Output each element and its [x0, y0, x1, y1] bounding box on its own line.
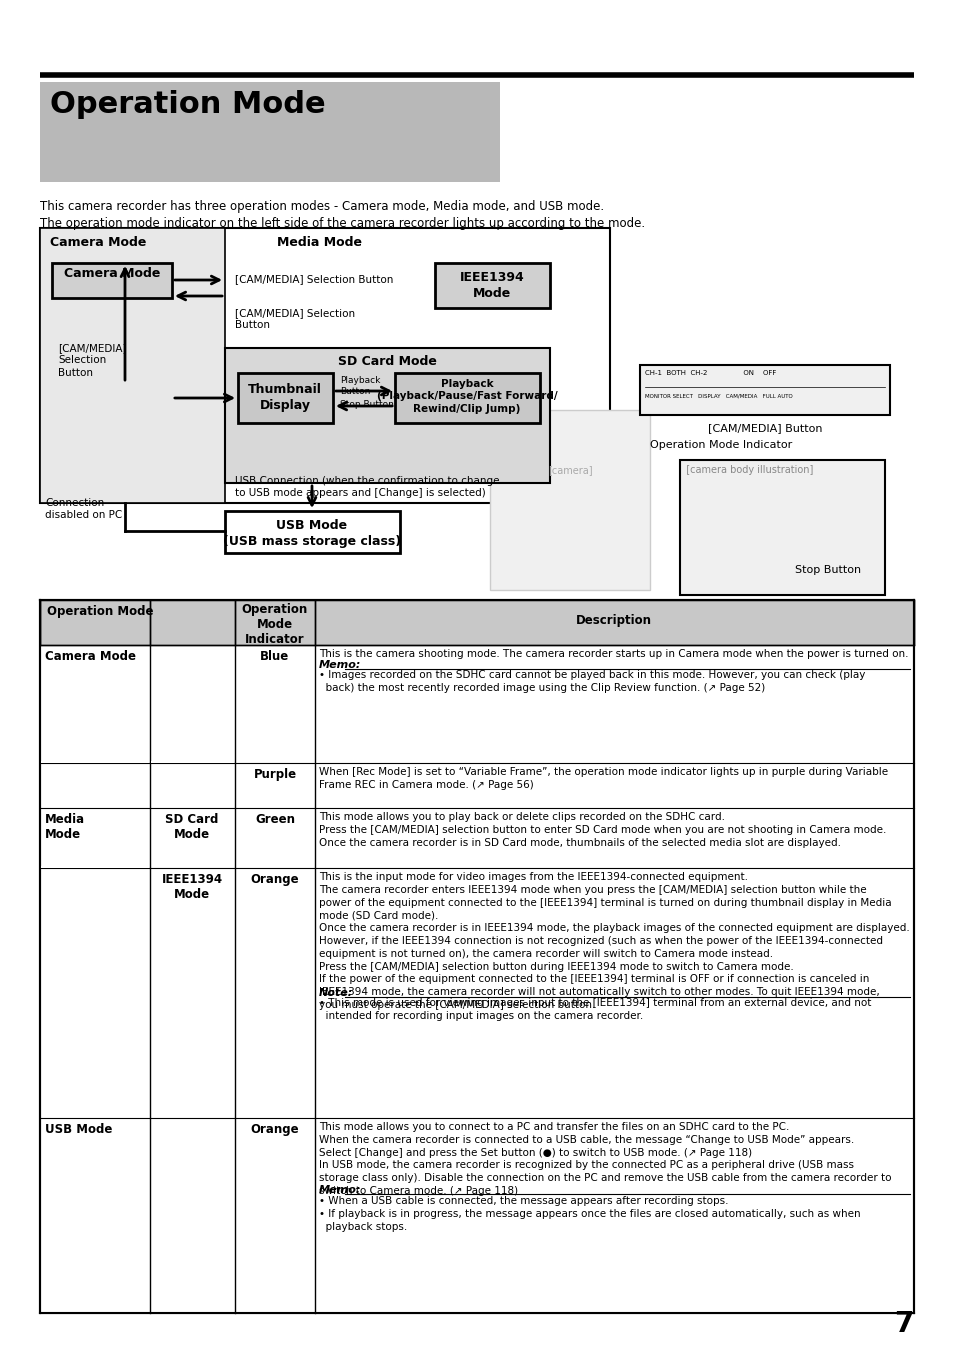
- Text: [CAM/MEDIA]
Selection
Button: [CAM/MEDIA] Selection Button: [58, 343, 127, 378]
- Bar: [395, 373, 539, 423]
- Bar: [225, 348, 550, 483]
- Text: USB Connection (when the confirmation to change
to USB mode appears and [Change]: USB Connection (when the confirmation to…: [234, 477, 499, 498]
- Text: Playback
Button: Playback Button: [339, 377, 380, 396]
- Text: This mode allows you to connect to a PC and transfer the files on an SDHC card t: This mode allows you to connect to a PC …: [318, 1122, 890, 1196]
- Text: Memo:: Memo:: [318, 1185, 361, 1195]
- Bar: [639, 364, 889, 414]
- Text: [CAM/MEDIA] Selection
Button: [CAM/MEDIA] Selection Button: [234, 308, 355, 331]
- Text: SD Card
Mode: SD Card Mode: [165, 813, 218, 841]
- Text: USB Mode
(USB mass storage class): USB Mode (USB mass storage class): [223, 518, 400, 548]
- Text: This mode allows you to play back or delete clips recorded on the SDHC card.
Pre: This mode allows you to play back or del…: [318, 811, 885, 848]
- Text: Camera Mode: Camera Mode: [50, 236, 146, 248]
- Text: Orange: Orange: [251, 873, 299, 886]
- Text: Operation
Mode
Indicator: Operation Mode Indicator: [242, 603, 308, 647]
- Text: Operation Mode Indicator: Operation Mode Indicator: [649, 440, 791, 450]
- Text: • This mode is used for viewing images input to the [IEEE1394] terminal from an : • This mode is used for viewing images i…: [318, 999, 870, 1022]
- Text: Note:: Note:: [318, 987, 353, 998]
- Text: Operation Mode: Operation Mode: [47, 605, 153, 618]
- Text: • Images recorded on the SDHC card cannot be played back in this mode. However, : • Images recorded on the SDHC card canno…: [318, 671, 864, 694]
- Text: CH-1  BOTH  CH-2                ON    OFF: CH-1 BOTH CH-2 ON OFF: [644, 370, 776, 377]
- Text: Description: Description: [576, 614, 651, 626]
- Text: Orange: Orange: [251, 1123, 299, 1135]
- Text: Connection
disabled on PC: Connection disabled on PC: [45, 498, 122, 520]
- Text: Green: Green: [254, 813, 294, 826]
- Text: When [Rec Mode] is set to “Variable Frame”, the operation mode indicator lights : When [Rec Mode] is set to “Variable Fram…: [318, 767, 887, 790]
- Bar: [225, 512, 399, 553]
- Bar: [151, 761, 233, 763]
- Bar: [40, 228, 225, 504]
- Text: This camera recorder has three operation modes - Camera mode, Media mode, and US: This camera recorder has three operation…: [40, 200, 644, 230]
- Text: USB Mode: USB Mode: [45, 1123, 112, 1135]
- Text: This is the camera shooting mode. The camera recorder starts up in Camera mode w: This is the camera shooting mode. The ca…: [318, 649, 907, 659]
- Bar: [40, 228, 609, 504]
- Text: Purple: Purple: [253, 768, 296, 782]
- Bar: [435, 263, 550, 308]
- Text: Stop Button: Stop Button: [794, 566, 861, 575]
- Text: Blue: Blue: [260, 649, 290, 663]
- Text: Playback Button: Playback Button: [619, 616, 710, 625]
- Text: Camera Mode: Camera Mode: [45, 649, 136, 663]
- Bar: [40, 599, 913, 645]
- Text: MONITOR SELECT   DISPLAY   CAM/MEDIA   FULL AUTO: MONITOR SELECT DISPLAY CAM/MEDIA FULL AU…: [644, 393, 792, 398]
- Text: 7: 7: [894, 1310, 913, 1338]
- Text: IEEE1394
Mode: IEEE1394 Mode: [161, 873, 222, 900]
- Text: [camera]: [camera]: [547, 464, 592, 475]
- Text: [CAM/MEDIA] Button: [CAM/MEDIA] Button: [707, 423, 821, 433]
- Text: Media
Mode: Media Mode: [45, 813, 85, 841]
- Text: • When a USB cable is connected, the message appears after recording stops.
• If: • When a USB cable is connected, the mes…: [318, 1196, 860, 1231]
- Bar: [41, 761, 149, 763]
- Bar: [41, 865, 149, 868]
- Text: [camera body illustration]: [camera body illustration]: [679, 464, 813, 475]
- Bar: [490, 410, 649, 590]
- Text: Media Mode: Media Mode: [277, 236, 362, 248]
- Text: [CAM/MEDIA] Selection Button: [CAM/MEDIA] Selection Button: [234, 274, 393, 284]
- Bar: [679, 460, 884, 595]
- Text: Stop Button: Stop Button: [339, 400, 394, 409]
- Text: Operation Mode: Operation Mode: [50, 90, 325, 119]
- Text: Memo:: Memo:: [318, 660, 361, 670]
- Text: Camera Mode: Camera Mode: [64, 267, 160, 279]
- Bar: [237, 373, 333, 423]
- Text: IEEE1394
Mode: IEEE1394 Mode: [459, 271, 524, 300]
- Text: Playback
(Playback/Pause/Fast Forward/
Rewind/Clip Jump): Playback (Playback/Pause/Fast Forward/ R…: [376, 379, 557, 414]
- Bar: [40, 82, 499, 182]
- Text: SD Card Mode: SD Card Mode: [337, 355, 436, 369]
- Text: This is the input mode for video images from the IEEE1394-connected equipment.
T: This is the input mode for video images …: [318, 872, 909, 1010]
- Text: Thumbnail
Display: Thumbnail Display: [248, 383, 321, 412]
- Bar: [52, 263, 172, 298]
